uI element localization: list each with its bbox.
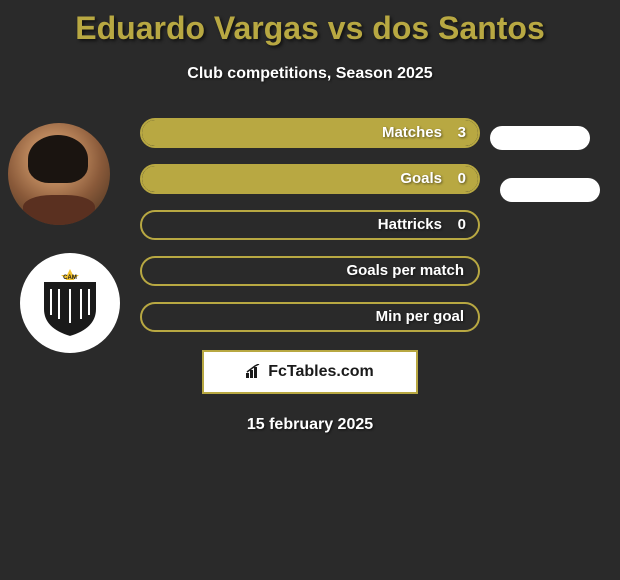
stat-value: 0	[458, 212, 466, 238]
club-avatar: CAM	[20, 253, 120, 353]
stat-value: 3	[458, 120, 466, 146]
page-title: Eduardo Vargas vs dos Santos	[0, 0, 620, 47]
stat-row-hattricks: Hattricks 0	[140, 210, 480, 240]
indicator-pill	[500, 178, 600, 202]
subtitle: Club competitions, Season 2025	[0, 65, 620, 83]
stat-label: Goals per match	[142, 258, 464, 284]
player-avatar	[8, 123, 110, 225]
stat-label: Goals	[142, 166, 442, 192]
stat-label: Hattricks	[142, 212, 442, 238]
branding-label: FcTables.com	[268, 363, 374, 381]
chart-icon	[246, 364, 264, 381]
svg-text:CAM: CAM	[63, 275, 77, 281]
branding-box[interactable]: FcTables.com	[202, 350, 418, 394]
stat-row-gpm: Goals per match	[140, 256, 480, 286]
stat-label: Matches	[142, 120, 442, 146]
stat-row-matches: Matches 3	[140, 118, 480, 148]
content-area: CAM Matches 3 Goals 0 Hattricks 0 Goals …	[0, 118, 620, 332]
stats-list: Matches 3 Goals 0 Hattricks 0 Goals per …	[140, 118, 480, 332]
date-text: 15 february 2025	[0, 416, 620, 434]
indicator-pill	[490, 126, 590, 150]
stat-label: Min per goal	[142, 304, 464, 330]
stat-value: 0	[458, 166, 466, 192]
stat-row-mpg: Min per goal	[140, 302, 480, 332]
stat-row-goals: Goals 0	[140, 164, 480, 194]
club-badge-icon: CAM	[39, 267, 101, 339]
